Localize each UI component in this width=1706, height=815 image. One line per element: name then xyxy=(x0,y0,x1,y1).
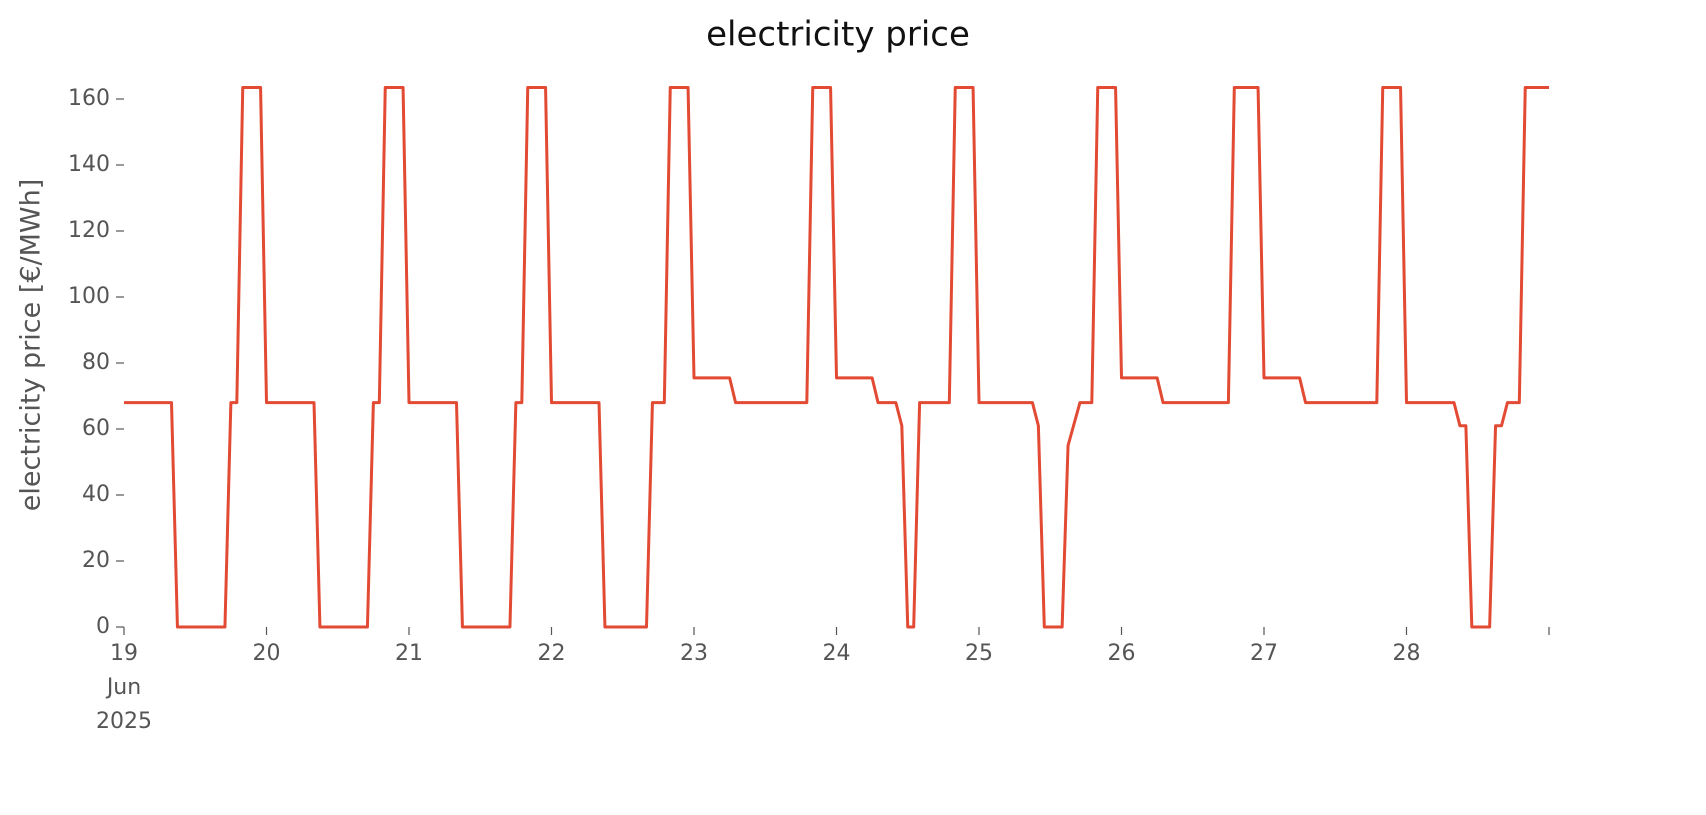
chart-title: electricity price xyxy=(706,15,970,55)
line-series xyxy=(124,85,1549,629)
y-tick-label: 120 xyxy=(68,218,110,243)
x-tick-label: 19 Jun 2025 xyxy=(96,641,152,734)
y-axis-label: electricity price [€/MWh] xyxy=(16,179,47,511)
y-tick-label: 80 xyxy=(82,350,110,375)
x-tick-label: 26 xyxy=(1107,641,1136,666)
y-tick-label: 140 xyxy=(68,152,110,177)
y-tick-label: 60 xyxy=(82,416,110,441)
x-tick-label: 25 xyxy=(965,641,993,666)
x-tick-label: 20 xyxy=(252,641,281,666)
y-tick-label: 100 xyxy=(68,284,110,309)
x-tick-label: 22 xyxy=(537,641,566,666)
x-tick-label: 23 xyxy=(680,641,708,666)
y-tick-label: 20 xyxy=(82,548,110,573)
y-tick-label: 0 xyxy=(96,614,110,639)
x-tick-label: 24 xyxy=(822,641,851,666)
x-tick-label: 28 xyxy=(1392,641,1421,666)
x-tick-label: 21 xyxy=(395,641,423,666)
x-tick-label: 27 xyxy=(1250,641,1278,666)
y-tick-label: 40 xyxy=(82,482,110,507)
y-tick-label: 160 xyxy=(68,86,110,111)
